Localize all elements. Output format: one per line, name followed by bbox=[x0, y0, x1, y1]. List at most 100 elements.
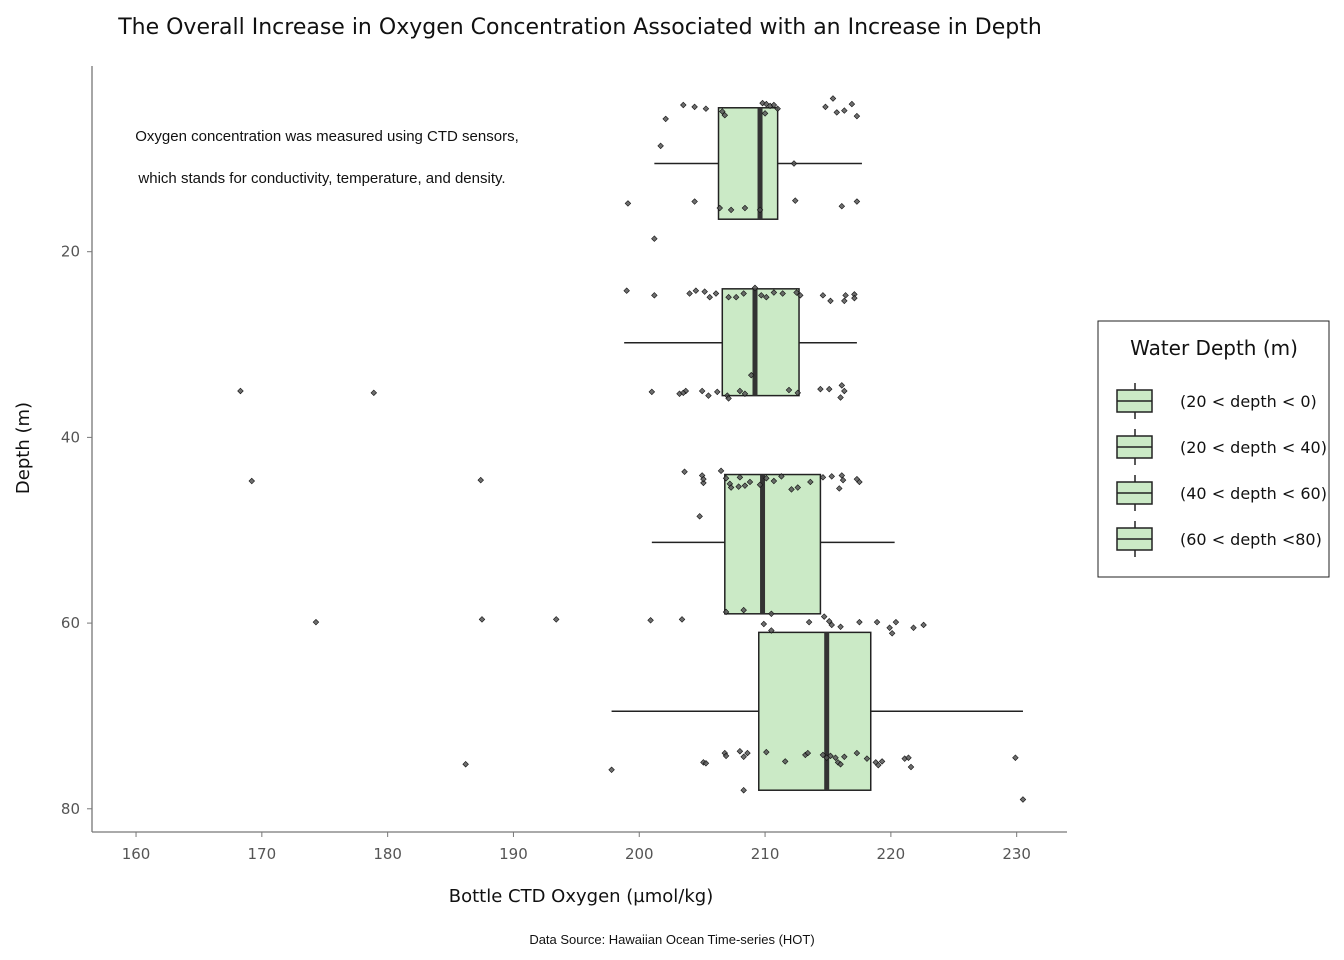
data-point bbox=[740, 786, 747, 794]
data-point bbox=[817, 385, 824, 393]
data-point bbox=[905, 754, 912, 761]
data-point bbox=[886, 624, 893, 631]
chart-title: The Overall Increase in Oxygen Concentra… bbox=[117, 15, 1042, 40]
x-tick-label: 180 bbox=[373, 845, 402, 863]
data-point bbox=[680, 389, 687, 397]
data-point bbox=[778, 473, 785, 480]
data-point bbox=[696, 513, 703, 520]
data-point bbox=[744, 749, 751, 757]
box-iqr bbox=[721, 288, 800, 397]
data-point bbox=[651, 292, 658, 299]
data-point bbox=[807, 478, 814, 486]
data-point bbox=[763, 293, 770, 301]
data-point bbox=[848, 100, 856, 108]
legend-entry-label: (60 < depth <80) bbox=[1180, 530, 1322, 549]
data-point bbox=[248, 477, 255, 485]
data-point bbox=[756, 206, 764, 214]
data-point bbox=[853, 749, 861, 757]
data-point bbox=[462, 760, 469, 768]
data-point bbox=[691, 198, 698, 205]
box-series-2 bbox=[624, 288, 857, 397]
x-tick-label: 230 bbox=[1002, 845, 1031, 863]
data-point bbox=[878, 758, 886, 765]
data-point bbox=[727, 206, 735, 214]
y-tick-label: 80 bbox=[61, 800, 80, 818]
data-point bbox=[863, 755, 871, 762]
data-point bbox=[717, 467, 725, 475]
box-series-3 bbox=[651, 473, 895, 615]
data-point bbox=[833, 109, 840, 116]
data-point bbox=[781, 758, 789, 765]
data-point bbox=[760, 620, 768, 628]
data-point bbox=[819, 292, 827, 299]
data-point bbox=[792, 197, 799, 204]
x-tick-label: 160 bbox=[122, 845, 151, 863]
data-point bbox=[794, 484, 801, 491]
data-point bbox=[686, 290, 693, 297]
data-point bbox=[805, 618, 813, 626]
data-point bbox=[721, 111, 729, 119]
data-point bbox=[719, 108, 726, 115]
legend-entry-4: (60 < depth <80) bbox=[1116, 521, 1322, 557]
data-point bbox=[841, 387, 848, 395]
data-point bbox=[763, 748, 770, 756]
data-point bbox=[727, 484, 735, 491]
data-point bbox=[712, 290, 720, 297]
data-point bbox=[828, 621, 835, 629]
data-point bbox=[853, 475, 861, 483]
data-point bbox=[736, 387, 744, 395]
data-point bbox=[312, 618, 320, 626]
data-point bbox=[832, 754, 839, 761]
y-axis-title: Depth (m) bbox=[13, 402, 34, 494]
data-point bbox=[657, 142, 664, 150]
data-point bbox=[838, 202, 846, 210]
x-tick-label: 210 bbox=[751, 845, 780, 863]
data-point bbox=[819, 474, 827, 481]
x-axis-title: Bottle CTD Oxygen (µmol/kg) bbox=[449, 886, 713, 907]
data-point bbox=[370, 389, 378, 397]
data-point bbox=[853, 198, 861, 205]
box-iqr bbox=[717, 107, 779, 220]
data-point bbox=[837, 394, 844, 401]
data-point bbox=[477, 476, 484, 484]
data-point bbox=[875, 761, 882, 769]
data-point bbox=[700, 475, 707, 483]
data-point bbox=[873, 618, 881, 626]
data-point bbox=[841, 107, 848, 114]
legend-entry-2: (20 < depth < 40) bbox=[1116, 429, 1327, 465]
data-point bbox=[736, 474, 744, 481]
data-point bbox=[691, 103, 698, 111]
data-point bbox=[741, 204, 749, 212]
legend-entry-3: (40 < depth < 60) bbox=[1116, 475, 1327, 511]
data-point bbox=[740, 606, 747, 614]
data-point bbox=[842, 292, 849, 299]
y-tick-label: 40 bbox=[61, 428, 80, 446]
data-point bbox=[822, 103, 829, 111]
data-point bbox=[892, 618, 900, 626]
data-point bbox=[725, 293, 732, 301]
data-point bbox=[851, 294, 858, 302]
data-point bbox=[837, 760, 844, 768]
data-point bbox=[741, 482, 749, 489]
data-point bbox=[714, 388, 721, 396]
jitter-points-group bbox=[237, 95, 1027, 803]
data-point bbox=[740, 290, 747, 297]
x-ticks-group: 160 170 180 190 200 210 220 230 bbox=[122, 832, 1031, 863]
data-point bbox=[678, 616, 686, 623]
data-point bbox=[706, 293, 713, 301]
x-tick-label: 170 bbox=[248, 845, 277, 863]
data-point bbox=[770, 289, 778, 296]
data-point bbox=[794, 389, 801, 397]
legend-title: Water Depth (m) bbox=[1130, 336, 1298, 360]
data-point bbox=[751, 284, 759, 292]
data-point bbox=[768, 627, 775, 634]
data-source-caption: Data Source: Hawaiian Ocean Time-series … bbox=[529, 932, 814, 947]
data-point bbox=[681, 468, 688, 475]
y-tick-label: 20 bbox=[61, 243, 80, 261]
data-point bbox=[647, 617, 654, 624]
data-point bbox=[819, 751, 827, 759]
data-point bbox=[623, 287, 630, 294]
data-point bbox=[761, 110, 769, 117]
data-point bbox=[1019, 796, 1027, 803]
